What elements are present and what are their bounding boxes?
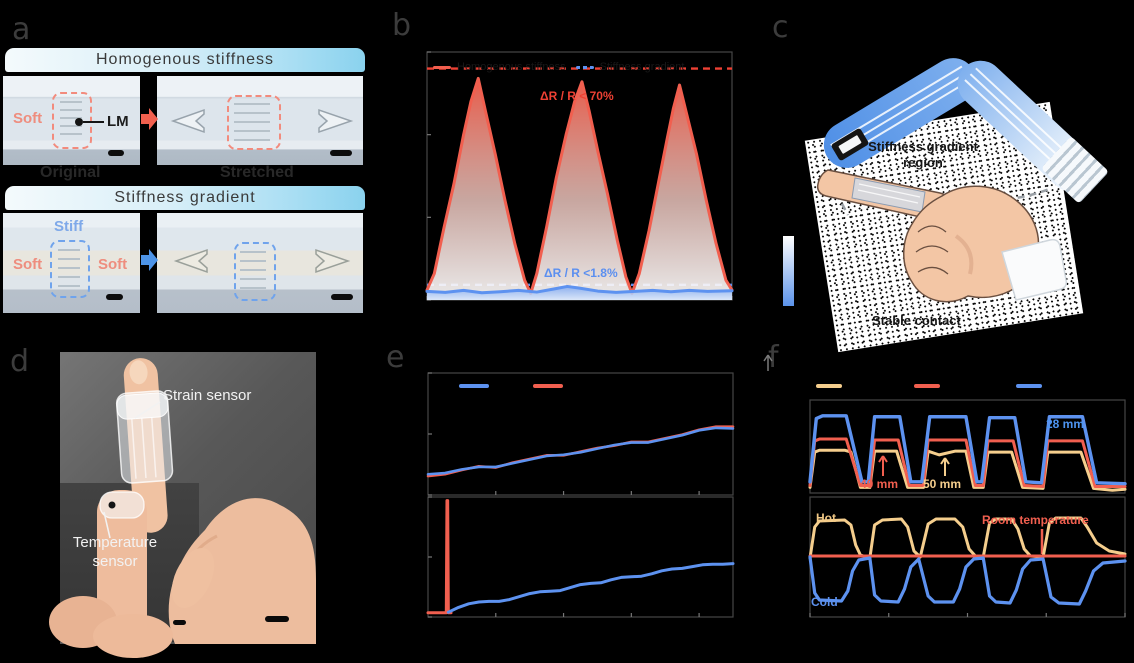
sleeve-top-ring	[116, 392, 169, 420]
original-label: Original	[40, 164, 101, 181]
soft-label-row2-left: Soft	[13, 256, 43, 273]
legend-red-swatch-icon	[433, 65, 451, 69]
arrow-40mm-icon	[878, 455, 888, 476]
stretch-direction-arrows-row2	[173, 248, 351, 274]
lm-serpentine-icon	[58, 101, 270, 289]
panel-d-letter: d	[10, 344, 30, 379]
panel-b-legend: Homogenous stiffness Stiffness gradient	[433, 61, 694, 73]
stiffness-colorbar	[783, 236, 794, 306]
lm-region-outline-stretched	[227, 95, 281, 150]
stiffness-gradient-region-label-line1: Stiffness gradient	[868, 139, 978, 154]
panel-f-legend	[816, 384, 1058, 388]
delta-r-70-annotation: ΔR / R < 70%	[540, 89, 614, 103]
soft-label-row1: Soft	[13, 110, 43, 127]
y-axis-arrow-icon	[763, 354, 773, 371]
legend-red-label: Homogenous stiffness	[457, 61, 566, 73]
panel-e-letter: e	[386, 340, 405, 375]
annotation-hot: Hot	[816, 511, 836, 525]
strain-pointer-line	[134, 401, 161, 419]
sleeve-stripes	[857, 183, 921, 204]
panel-a-banner-homogenous: Homogenous stiffness	[5, 48, 365, 72]
arrow-50mm-icon	[940, 457, 950, 476]
temperature-sensor-cap	[99, 491, 145, 519]
curled-fingers	[915, 225, 949, 275]
annotation-28mm: 28 mm	[1046, 417, 1085, 431]
annotation-40mm: 40 mm	[860, 477, 899, 491]
sleeve-channels	[131, 417, 157, 479]
stable-contact-label: Stable contact	[872, 313, 961, 328]
panel-e-chart	[426, 372, 735, 618]
red-arrow-icon	[141, 108, 158, 130]
hand-back	[168, 498, 316, 644]
panel-a-graphics	[58, 101, 354, 300]
temperature-sensor-label-line1: Temperature	[72, 534, 158, 551]
annotation-50mm: 50 mm	[923, 477, 962, 491]
panel-c-letter: c	[772, 10, 789, 45]
panel-d-graphics	[49, 358, 316, 658]
shirt-cuff	[1001, 238, 1068, 301]
lm-region-outline-original	[52, 92, 92, 149]
inset-fingertip	[49, 490, 173, 658]
panel-b-letter: b	[392, 8, 412, 43]
banner-homogenous-label: Homogenous stiffness	[95, 51, 274, 68]
hand-palm	[903, 185, 1040, 303]
strain-sensor-label: Strain sensor	[163, 387, 252, 404]
panel-e-legend	[459, 384, 607, 388]
panel-f-letter: f	[768, 340, 779, 375]
pointing-hand	[816, 169, 1068, 303]
delta-r-1-8-annotation: ΔR / R <1.8%	[544, 266, 618, 280]
panel-a-banner-gradient: Stiffness gradient	[5, 186, 365, 210]
inset-knuckle-2	[93, 614, 173, 658]
stiff-region-outline-original	[50, 240, 90, 298]
temperature-sensor-label-line2: sensor	[92, 553, 138, 570]
stiff-label: Stiff	[54, 218, 84, 235]
lm-callout-dot	[75, 118, 83, 126]
temperature-sensor-dot-icon	[108, 501, 116, 509]
stiffness-gradient-region-label-line2: region	[903, 155, 943, 170]
panel-b-chart	[425, 51, 734, 301]
legend-blue-label: Stiffness gradient	[599, 61, 685, 73]
annotation-room-temperature: Room temperature	[982, 513, 1089, 527]
stiff-region-outline-stretched	[234, 242, 276, 301]
thumb	[171, 548, 215, 608]
index-finger-up	[115, 358, 174, 533]
annotation-cold: Cold	[811, 595, 838, 609]
panel-f-chart	[763, 354, 1127, 618]
stretched-label: Stretched	[220, 164, 294, 181]
legend-blue-swatch-icon	[575, 65, 594, 69]
stretch-direction-arrows-row1	[170, 108, 354, 134]
blue-arrow-icon	[141, 249, 158, 271]
temperature-pointer-line	[103, 511, 111, 539]
panel-a-letter: a	[12, 12, 31, 47]
scale-bar-icon	[173, 616, 289, 625]
thumb-shade	[954, 234, 974, 275]
banner-gradient-label: Stiffness gradient	[114, 189, 256, 206]
soft-label-row2-right: Soft	[98, 256, 128, 273]
scale-bar-icon	[106, 150, 353, 300]
legend-blue-swatch-icon	[1016, 384, 1042, 388]
panel-c-illustration	[816, 169, 1068, 303]
legend-yellow-swatch-icon	[816, 384, 842, 388]
lm-label: LM	[107, 113, 129, 130]
fingernail	[129, 360, 148, 385]
legend-red-swatch-icon	[914, 384, 940, 388]
inset-finger-skin	[97, 490, 147, 642]
legend-blue-swatch-icon	[459, 384, 489, 388]
legend-red-swatch-icon	[533, 384, 563, 388]
